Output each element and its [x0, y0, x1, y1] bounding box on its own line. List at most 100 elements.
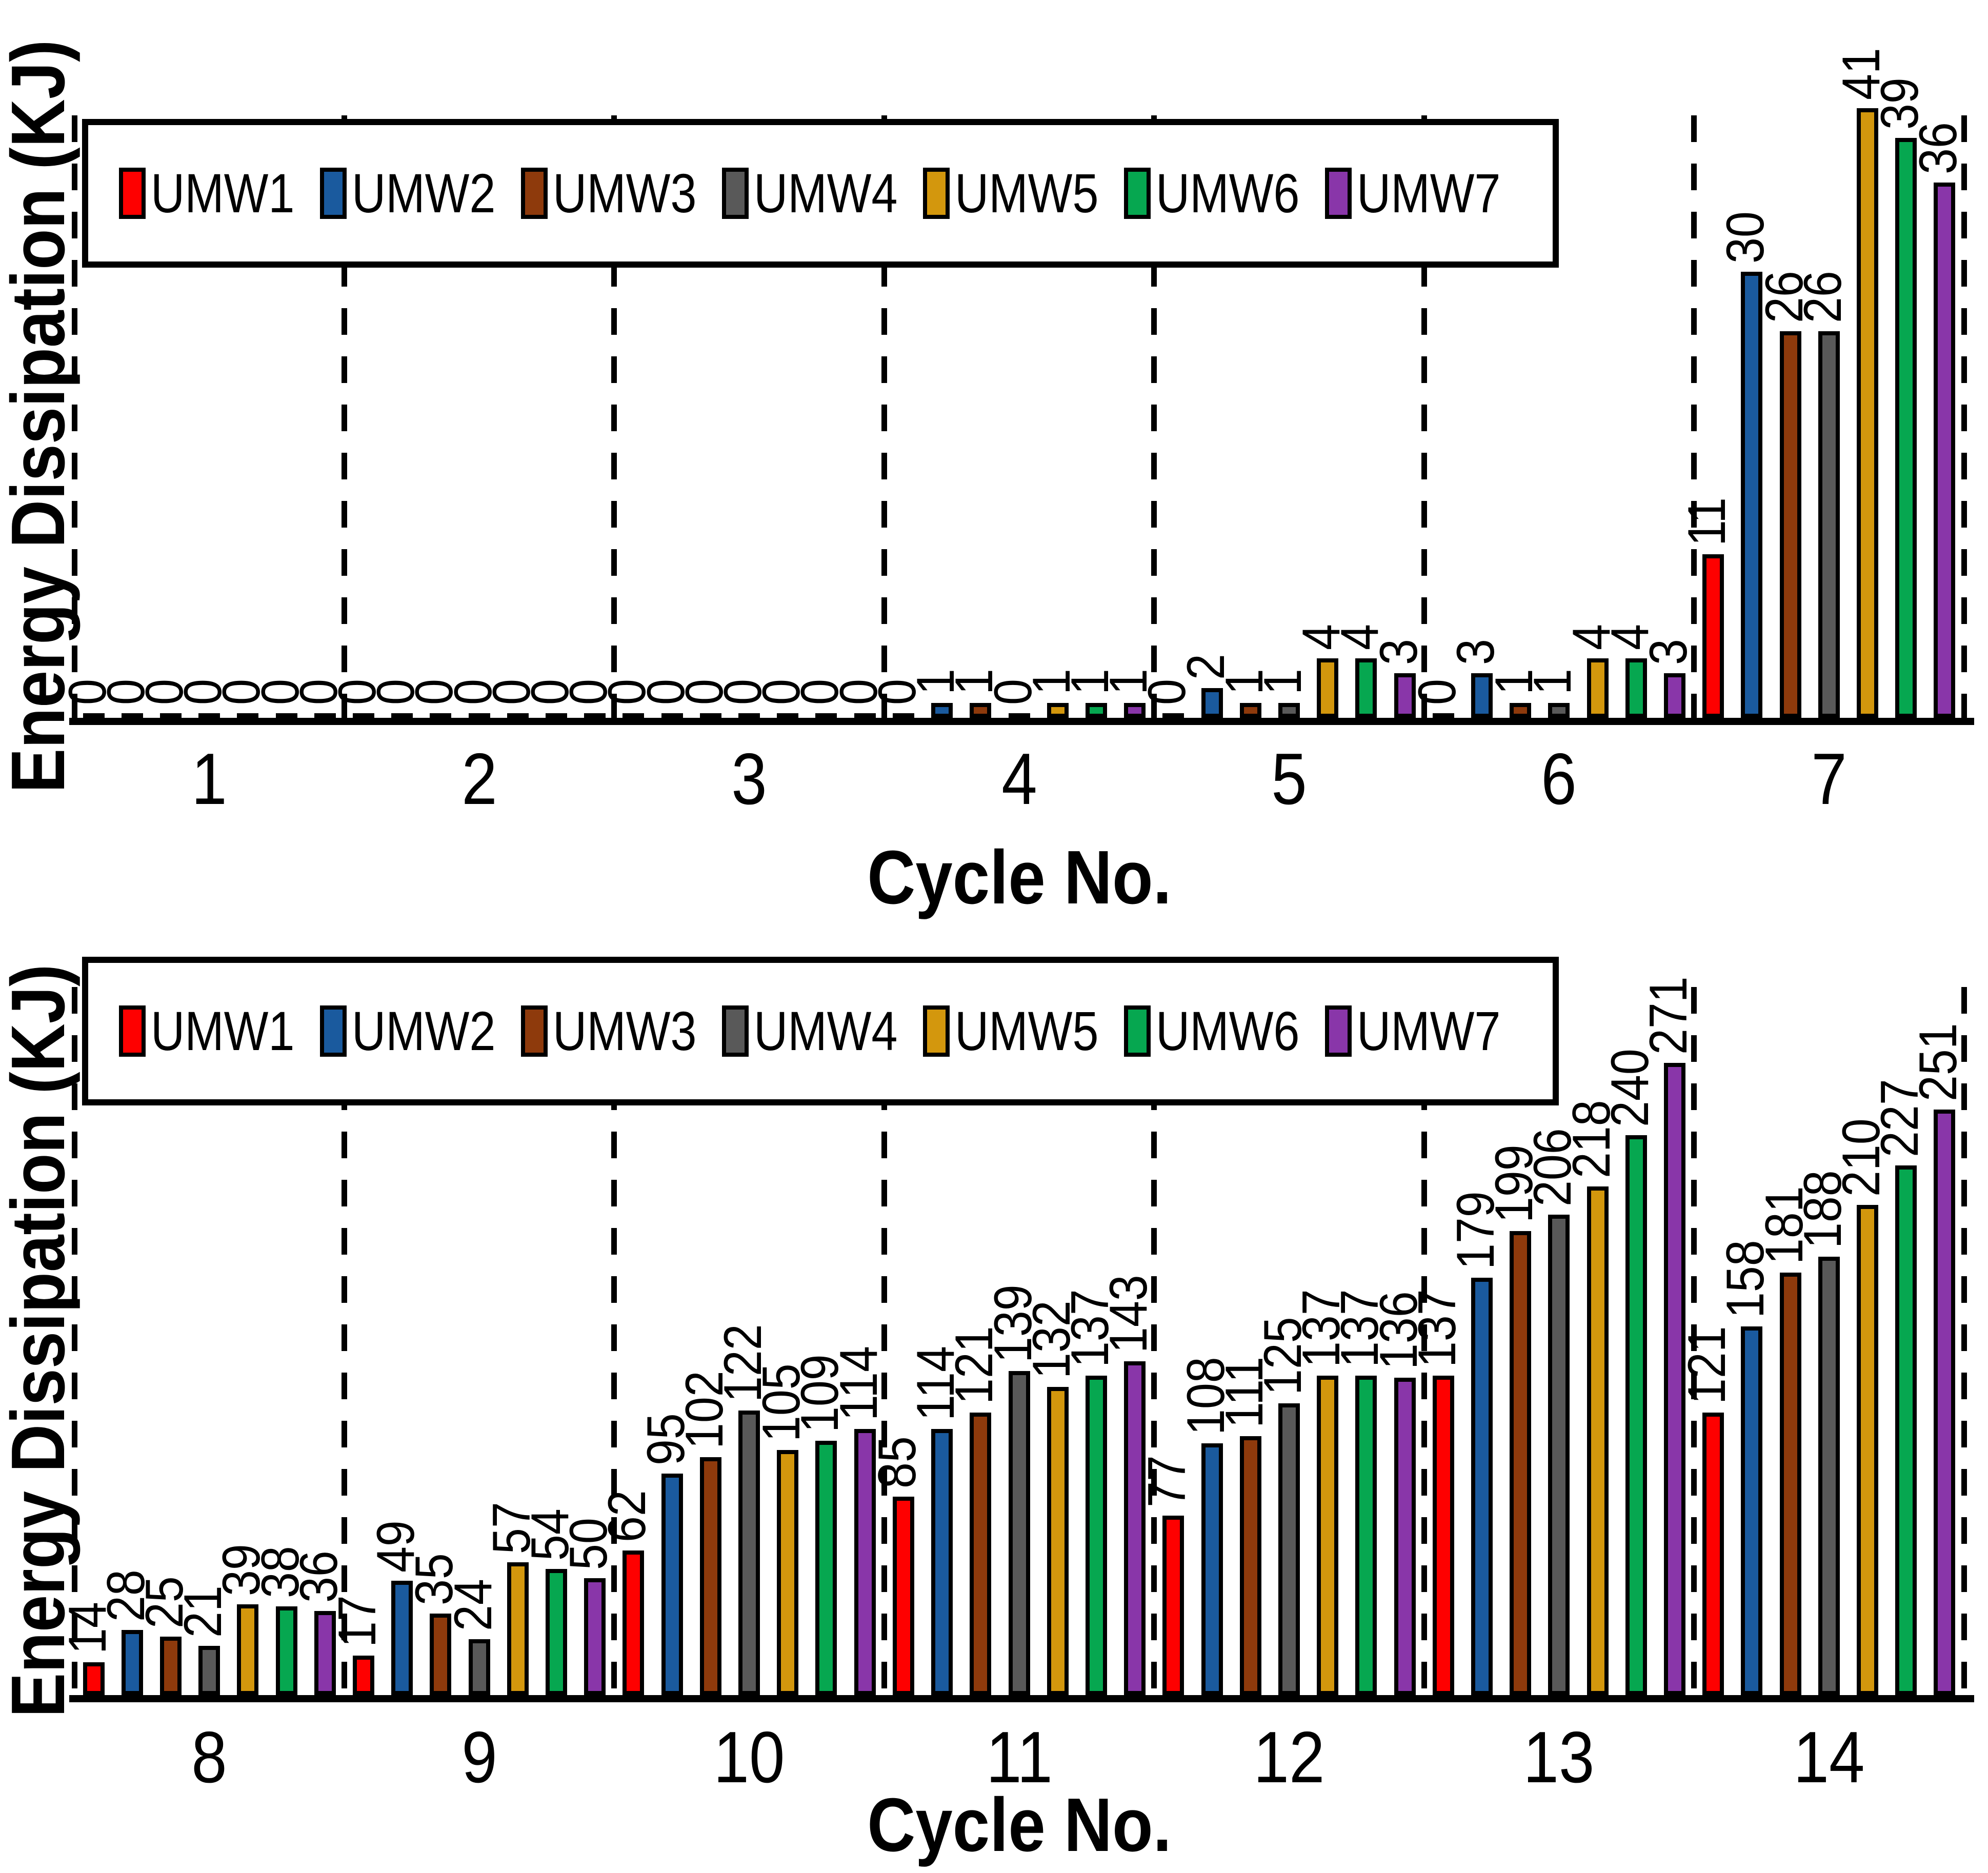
- x-tick-label: 8: [191, 1717, 227, 1798]
- group-separator-top-chart: [1421, 115, 1427, 718]
- bar: [1702, 1413, 1724, 1695]
- bar-value-label: 11: [1677, 497, 1737, 546]
- x-tick-label: 3: [731, 738, 767, 820]
- bar: [275, 1606, 297, 1695]
- legend-swatch-umw4: [721, 168, 749, 219]
- bar: [1471, 1278, 1493, 1695]
- legend-label: UMW6: [1155, 1000, 1300, 1062]
- bar-value-label: 1: [1253, 669, 1313, 695]
- bar: [1124, 1361, 1146, 1695]
- x-tick-label: 13: [1523, 1717, 1595, 1798]
- legend-swatch-umw5: [922, 168, 950, 219]
- bar: [661, 713, 683, 718]
- bar: [1587, 1186, 1609, 1695]
- bar: [738, 1411, 760, 1695]
- legend-item: UMW6: [1123, 1000, 1325, 1062]
- bar-value-label: 251: [1909, 1023, 1969, 1101]
- legend-item: UMW4: [721, 1003, 923, 1059]
- legend-swatch-umw5: [922, 1005, 950, 1057]
- legend-swatch-umw2: [319, 1005, 347, 1057]
- legend-label: UMW3: [552, 1000, 697, 1062]
- x-tick-label: 6: [1541, 738, 1577, 820]
- bar: [1047, 703, 1069, 718]
- bar: [353, 1656, 375, 1695]
- group-separator-bottom-chart: [881, 987, 887, 1695]
- bar: [237, 1604, 259, 1695]
- bar: [1008, 713, 1030, 718]
- group-separator-top-chart: [881, 115, 887, 718]
- legend-item: UMW3: [520, 1000, 722, 1062]
- bar: [1856, 108, 1878, 718]
- bar: [1085, 703, 1107, 718]
- bar: [1239, 1436, 1261, 1695]
- bar: [546, 713, 568, 718]
- legend-top-chart: UMW1 UMW2 UMW3 UMW4 UMW5 UMW6 UMW7: [82, 119, 1559, 268]
- group-separator-bottom-chart: [341, 987, 347, 1695]
- bar: [353, 713, 375, 718]
- bar: [1625, 658, 1647, 718]
- legend-label: UMW6: [1155, 162, 1300, 224]
- bar-value-label: 3: [1445, 639, 1505, 665]
- legend-label: UMW3: [552, 162, 697, 224]
- bar-value-label: 137: [1407, 1289, 1467, 1367]
- bar: [1432, 1376, 1454, 1695]
- bar: [1548, 1215, 1570, 1695]
- legend-label: UMW2: [351, 1000, 496, 1062]
- legend-item: UMW5: [922, 1000, 1124, 1062]
- group-separator-top-chart: [1151, 115, 1157, 718]
- bar-value-label: 77: [1137, 1455, 1197, 1507]
- bar: [1548, 703, 1570, 718]
- bar: [1856, 1205, 1878, 1695]
- bar-value-label: 17: [328, 1595, 388, 1647]
- bar-value-label: 271: [1638, 976, 1698, 1055]
- x-tick-label: 4: [1001, 738, 1037, 820]
- bar: [83, 713, 105, 718]
- bar-value-label: 121: [1677, 1326, 1737, 1404]
- bar: [121, 1630, 143, 1695]
- bar-value-label: 1: [1523, 669, 1583, 695]
- bar: [1432, 713, 1454, 718]
- group-separator-bottom-chart: [1151, 987, 1157, 1695]
- bar: [777, 713, 799, 718]
- bar: [931, 1429, 953, 1695]
- bar: [1162, 713, 1184, 718]
- bar: [1663, 673, 1685, 718]
- bar-value-label: 30: [1716, 211, 1776, 264]
- legend-swatch-umw2: [319, 168, 347, 219]
- legend-swatch-umw3: [520, 168, 548, 219]
- y-axis-label-bottom: Energy Dissipation (KJ): [0, 964, 81, 1718]
- group-separator-top-chart: [1961, 115, 1967, 718]
- y-axis-label-top: Energy Dissipation (KJ): [0, 39, 81, 793]
- bar: [584, 1578, 606, 1695]
- bar: [622, 1550, 645, 1695]
- group-separator-top-chart: [611, 115, 617, 718]
- x-tick-label: 7: [1811, 738, 1847, 820]
- bar: [430, 713, 452, 718]
- bar: [391, 713, 413, 718]
- bar-value-label: 3: [1638, 639, 1698, 665]
- bar: [1934, 183, 1956, 718]
- group-separator-bottom-chart: [1691, 987, 1697, 1695]
- bar: [661, 1474, 683, 1695]
- x-tick-label: 12: [1253, 1717, 1325, 1798]
- legend-swatch-umw7: [1324, 168, 1352, 219]
- legend-label: UMW5: [954, 162, 1099, 224]
- x-tick-label: 14: [1793, 1717, 1865, 1798]
- group-separator-bottom-chart: [1421, 987, 1427, 1695]
- bar: [815, 1441, 837, 1695]
- bar: [1779, 331, 1801, 718]
- legend-label: UMW2: [351, 162, 496, 224]
- x-axis-line-top-chart: [69, 718, 1974, 725]
- bar: [1239, 703, 1261, 718]
- group-separator-top-chart: [341, 115, 347, 718]
- group-separator-top-chart: [71, 115, 77, 718]
- legend-label: UMW7: [1356, 162, 1501, 224]
- bar: [1201, 1443, 1223, 1695]
- group-separator-bottom-chart: [1961, 987, 1967, 1695]
- legend-label: UMW5: [954, 1000, 1099, 1062]
- bar: [1394, 673, 1416, 718]
- bar: [1124, 703, 1146, 718]
- bar: [815, 713, 837, 718]
- legend-item: UMW7: [1324, 1003, 1526, 1059]
